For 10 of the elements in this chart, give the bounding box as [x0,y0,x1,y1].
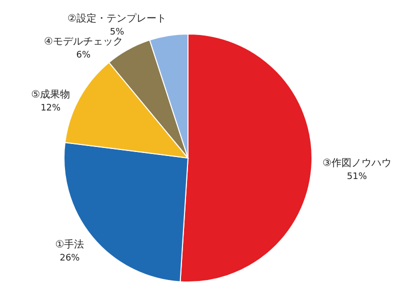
slice-label: ④モデルチェック [44,36,123,48]
data-label: 26% [60,253,80,264]
slice-label: ⑤成果物 [31,88,70,100]
slice-label: ②設定・テンプレート [68,12,167,25]
data-label: 6% [76,50,92,61]
data-label: 51% [346,172,368,182]
data-label: 12% [40,103,62,114]
slice-label: ③作図ノウハウ [322,158,392,170]
slice-label: ①手法 [55,238,84,250]
data-label: 5% [110,28,125,38]
